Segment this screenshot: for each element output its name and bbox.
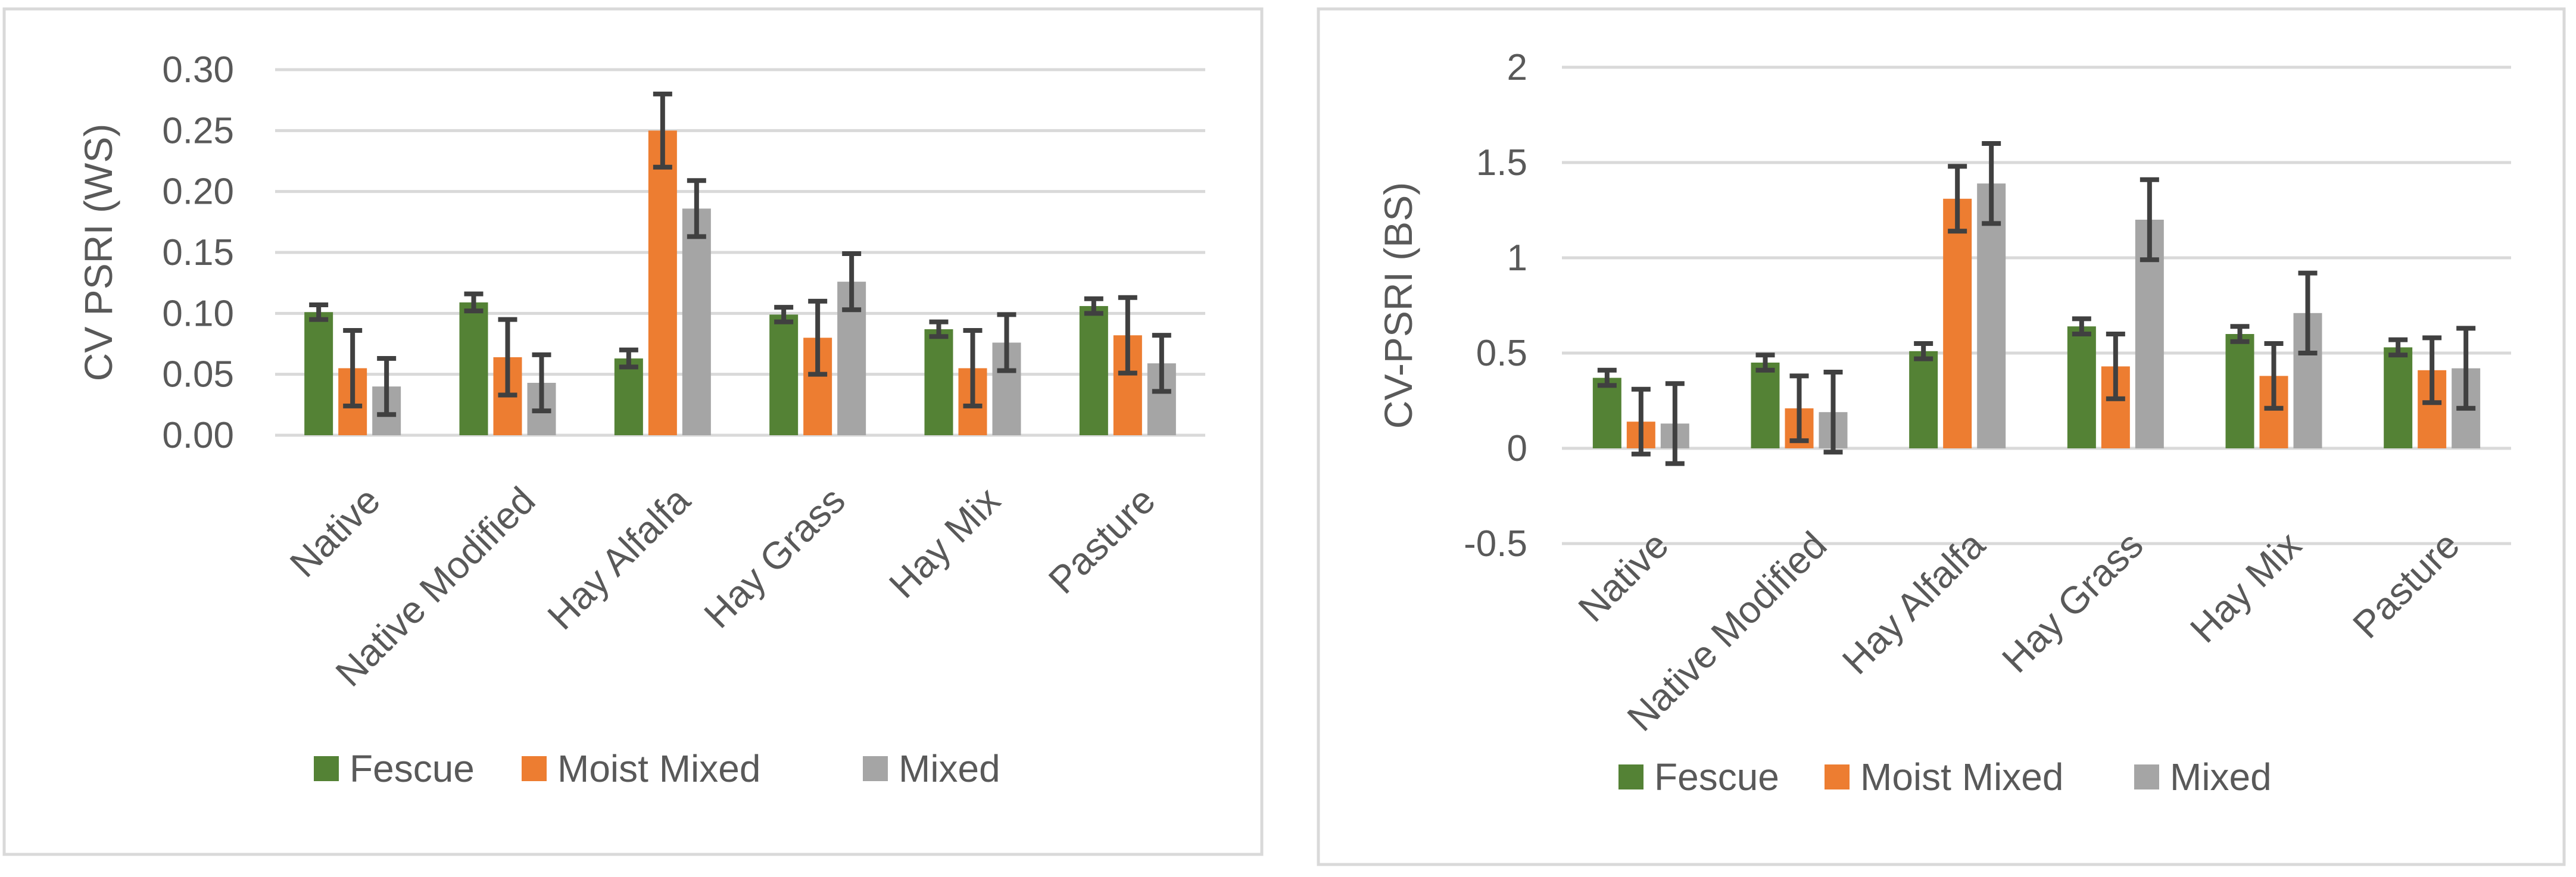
error-bar — [1152, 333, 1171, 394]
bar-mixed — [1977, 183, 2006, 448]
bar-fescue — [1079, 306, 1108, 435]
y-tick-label: 1 — [1507, 238, 1527, 279]
error-bar — [1948, 164, 1967, 234]
chart-panel-1: 0.00 0.05 0.10 0.15 0.20 0.25 0.30 CV PSRI (WS)… — [2, 7, 1264, 856]
y-tick-label: 2 — [1507, 47, 1527, 88]
error-bar — [1084, 296, 1103, 316]
error-bar — [2264, 341, 2284, 411]
y-axis-title: CV PSRI (WS) — [76, 124, 120, 382]
error-bar — [997, 312, 1016, 373]
error-bar — [963, 327, 983, 408]
error-bar — [464, 291, 484, 314]
bar-fescue — [614, 358, 643, 435]
y-tick-label: 1.5 — [1476, 142, 1527, 183]
y-tick-label: 0.30 — [162, 49, 234, 90]
bar-fescue — [769, 314, 799, 435]
bar-fescue — [304, 312, 333, 435]
error-bar — [1914, 341, 1933, 361]
chart-frame — [1317, 7, 2566, 866]
legend-label-fescue: Fescue — [1654, 756, 1779, 798]
legend-label-mixed: Mixed — [2170, 756, 2272, 798]
bar-fescue — [1909, 351, 1938, 448]
y-axis-title: CV-PSRI (BS) — [1376, 182, 1420, 429]
y-tick-label: 0.10 — [162, 293, 234, 334]
error-bar — [2298, 270, 2318, 355]
y-tick-label: 0.15 — [162, 232, 234, 273]
error-bar — [1789, 373, 1809, 444]
error-bar — [2106, 332, 2125, 401]
error-bar — [2230, 324, 2250, 344]
legend-swatch-mixed — [2134, 764, 2159, 789]
error-bar — [2072, 316, 2091, 336]
error-bar — [1631, 386, 1651, 457]
bar-fescue — [2384, 347, 2413, 448]
error-bar — [532, 352, 551, 414]
error-bar — [1982, 141, 2001, 226]
error-bar — [1597, 367, 1617, 388]
error-bar — [2140, 177, 2159, 263]
legend-swatch-moist-mixed — [1825, 764, 1850, 789]
error-bar — [1755, 352, 1775, 373]
error-bar — [2456, 326, 2476, 411]
bar-moist-mixed — [648, 130, 677, 436]
error-bar — [2388, 337, 2408, 358]
legend-label-moist-mixed: Moist Mixed — [1860, 756, 2063, 798]
bar-fescue — [924, 329, 953, 435]
y-tick-label: 0.5 — [1476, 333, 1527, 374]
bar-moist-mixed — [1943, 198, 1972, 448]
y-tick-label: 0.00 — [162, 415, 234, 456]
bar-fescue — [1592, 377, 1621, 448]
error-bar — [498, 317, 517, 398]
legend-label-mixed: Mixed — [899, 747, 1000, 790]
y-tick-label: 0.20 — [162, 171, 234, 213]
error-bar — [653, 91, 672, 170]
bar-fescue — [1751, 363, 1780, 448]
error-bar — [1823, 370, 1843, 455]
error-bar — [842, 251, 862, 313]
error-bar — [1118, 295, 1137, 376]
bar-fescue — [2067, 326, 2096, 448]
error-bar — [619, 347, 638, 370]
legend-swatch-moist-mixed — [522, 756, 547, 781]
error-bar — [1665, 381, 1685, 466]
y-tick-label: -0.5 — [1464, 523, 1527, 564]
legend-swatch-mixed — [863, 756, 888, 781]
legend-swatch-fescue — [1618, 764, 1643, 789]
bar-mixed — [682, 208, 711, 435]
legend-label-moist-mixed: Moist Mixed — [557, 747, 760, 790]
error-bar — [808, 298, 828, 377]
error-bar — [774, 305, 794, 324]
error-bar — [343, 327, 363, 408]
error-bar — [929, 319, 949, 339]
error-bar — [2422, 335, 2442, 405]
y-tick-label: 0.05 — [162, 354, 234, 395]
error-bar — [687, 178, 706, 239]
y-tick-label: 0.25 — [162, 110, 234, 151]
bar-fescue — [459, 302, 488, 435]
error-bar — [377, 356, 397, 417]
legend-label-fescue: Fescue — [350, 747, 475, 790]
y-tick-label: 0 — [1507, 428, 1527, 469]
error-bar — [309, 302, 329, 322]
legend-swatch-fescue — [314, 756, 339, 781]
bar-fescue — [2225, 334, 2254, 448]
